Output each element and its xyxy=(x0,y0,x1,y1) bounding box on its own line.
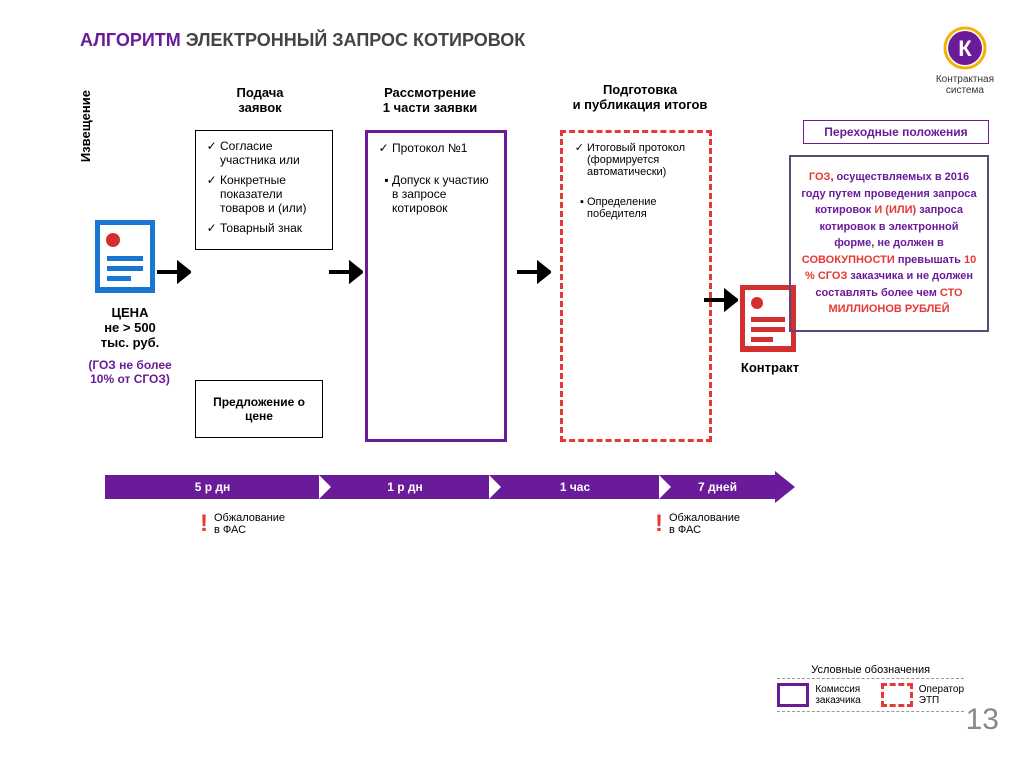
transitional-header: Переходные положения xyxy=(803,120,989,144)
col3-list: Итоговый протокол (формируется автоматич… xyxy=(571,141,701,220)
timeline: 5 р дн1 р дн1 час7 дней xyxy=(105,475,755,499)
col1-list: Согласие участника илиКонкретные показат… xyxy=(204,139,324,235)
col2-header: Рассмотрение 1 части заявки xyxy=(360,85,500,115)
timeline-segment: 1 р дн xyxy=(320,475,490,499)
page-title: АЛГОРИТМ ЭЛЕКТРОННЫЙ ЗАПРОС КОТИРОВОК xyxy=(80,30,525,51)
transitional-body: ГОЗ, осуществляемых в 2016 году путем пр… xyxy=(789,155,989,332)
red-document-icon xyxy=(740,285,796,356)
timeline-segment: 7 дней xyxy=(660,475,775,499)
arrow-3 xyxy=(515,260,551,284)
timeline-segment: 5 р дн xyxy=(105,475,320,499)
svg-text:К: К xyxy=(958,36,972,61)
col3-header: Подготовка и публикация итогов xyxy=(560,82,720,112)
col1-extra-box: Предложение о цене xyxy=(195,380,323,438)
appeal-note: !Обжалование в ФАС xyxy=(200,510,285,538)
col3-box: Итоговый протокол (формируется автоматич… xyxy=(560,130,712,442)
brand-logo: К Контрактная система xyxy=(936,25,994,96)
col1-header: Подача заявок xyxy=(195,85,325,115)
arrow-4 xyxy=(702,288,738,312)
legend: Условные обозначения Комиссия заказчикаО… xyxy=(777,664,964,712)
appeal-note: !Обжалование в ФАС xyxy=(655,510,740,538)
col2-box: Протокол №1Допуск к участию в запросе ко… xyxy=(365,130,507,442)
notice-label: Извещение xyxy=(78,90,93,162)
col1-box: Согласие участника илиКонкретные показат… xyxy=(195,130,333,250)
blue-document-icon xyxy=(95,220,155,297)
arrow-1 xyxy=(155,260,191,284)
contract-label: Контракт xyxy=(735,360,805,375)
price-block: ЦЕНА не > 500 тыс. руб. (ГОЗ не более 10… xyxy=(80,305,180,386)
brand-caption: Контрактная система xyxy=(936,74,994,96)
timeline-segment: 1 час xyxy=(490,475,660,499)
col2-list: Протокол №1Допуск к участию в запросе ко… xyxy=(376,141,496,215)
page: АЛГОРИТМ ЭЛЕКТРОННЫЙ ЗАПРОС КОТИРОВОК К … xyxy=(0,0,1024,767)
arrow-2 xyxy=(327,260,363,284)
page-number: 13 xyxy=(966,703,999,737)
